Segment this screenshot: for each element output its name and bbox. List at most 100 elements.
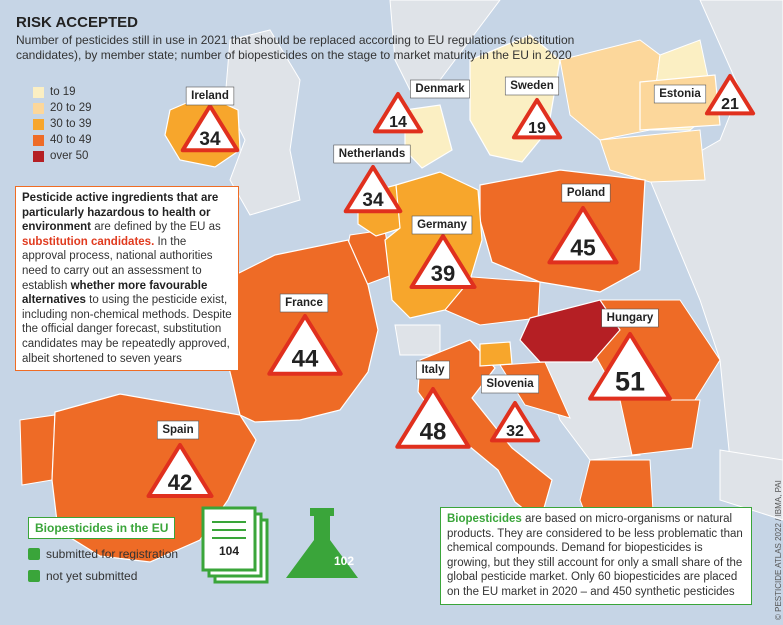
marker-triangle: [395, 387, 471, 449]
bio-label: submitted for registration: [46, 547, 179, 561]
legend: to 19 20 to 29 30 to 39 40 to 49 over 50: [33, 84, 92, 164]
markers: 34 Ireland 14 Denmark 19 Sweden 21 Estonia 34 Net…: [146, 74, 756, 498]
marker-triangle: [146, 443, 214, 498]
country-marker: 45 Poland: [547, 183, 619, 265]
biopesticide-legend: Biopesticides in the EU submitted for re…: [28, 517, 178, 583]
country-label: Hungary: [607, 312, 654, 324]
marker-triangle: [267, 314, 343, 376]
legend-item: 30 to 39: [33, 116, 92, 132]
marker-value: 44: [292, 346, 319, 373]
title: RISK ACCEPTED: [16, 14, 138, 31]
country-marker: 32 Slovenia: [481, 374, 541, 443]
country-marker: 19 Sweden: [504, 76, 563, 140]
country-label: Netherlands: [339, 148, 405, 160]
label-box: [561, 183, 611, 203]
country-marker: 34 Ireland: [180, 86, 240, 153]
subtitle: Number of pesticides still in use in 202…: [16, 33, 575, 62]
country-label: Poland: [567, 187, 605, 199]
label-box: [653, 84, 707, 104]
country-marker: 21 Estonia: [653, 74, 756, 116]
bio-item: submitted for registration: [28, 547, 178, 561]
country-marker: 42 Spain: [146, 420, 214, 498]
label-box: [185, 86, 235, 106]
marker-value: 45: [570, 235, 596, 261]
legend-swatch: [33, 150, 44, 162]
marker-value: 34: [199, 129, 221, 150]
marker-triangle: [409, 234, 477, 289]
text-segment: are based on micro-organisms or natural …: [447, 513, 743, 598]
marker-value: 39: [431, 261, 455, 286]
label-box: [411, 215, 473, 235]
country-label: France: [285, 297, 323, 309]
country-label: Sweden: [510, 80, 553, 92]
legend-item: to 19: [33, 84, 92, 100]
legend-item: over 50: [33, 148, 92, 164]
label-box: [481, 374, 539, 394]
country-shape: [479, 341, 513, 367]
text-segment: substitution candidates.: [22, 235, 155, 248]
marker-value: 14: [389, 114, 407, 131]
non-eu-land: [224, 0, 783, 521]
country-marker: 39 Germany: [409, 215, 477, 289]
country-marker: 44 France: [267, 293, 343, 376]
legend-label: 20 to 29: [50, 102, 92, 114]
country-marker: 51 Hungary: [588, 308, 672, 401]
country-marker: 48 Italy: [395, 360, 471, 449]
legend-label: to 19: [50, 86, 76, 98]
marker-value: 42: [168, 470, 192, 495]
legend-label: over 50: [50, 150, 89, 162]
marker-triangle: [372, 92, 424, 134]
legend-label: 30 to 39: [50, 118, 92, 130]
country-label: Ireland: [191, 90, 229, 102]
text-segment: Biopesticides: [447, 513, 522, 525]
text-segment: whether more favourable alternatives: [22, 279, 208, 307]
credit: © PESTICIDE ATLAS 2022 / IBMA, PAI: [774, 480, 783, 620]
country-label: Denmark: [415, 83, 465, 95]
country-label: Germany: [417, 219, 467, 231]
legend-item: 40 to 49: [33, 132, 92, 148]
marker-value: 34: [362, 190, 384, 211]
country-label: Italy: [421, 364, 445, 376]
legend-label: 40 to 49: [50, 134, 92, 146]
marker-value: 21: [721, 96, 739, 113]
label-box: [333, 144, 411, 164]
country-marker: 34 Netherlands: [333, 144, 411, 214]
bio-value: 104: [219, 544, 239, 558]
text-segment: Pesticide active ingredients that are pa…: [22, 192, 219, 234]
label-box: [416, 360, 450, 380]
biopesticide-icons: 104 102: [201, 506, 358, 584]
marker-triangle: [704, 74, 756, 116]
marker-value: 32: [506, 423, 524, 440]
country-label: Estonia: [659, 88, 701, 100]
marker-value: 19: [528, 120, 546, 137]
legend-swatch: [33, 86, 44, 98]
label-box: [601, 308, 659, 328]
text-segment: to using the pesticide exist, including …: [22, 294, 232, 365]
marker-triangle: [511, 98, 563, 140]
bio-title: Biopesticides in the EU: [28, 517, 176, 539]
label-box: [504, 76, 560, 96]
marker-value: 48: [420, 419, 447, 446]
bio-value: 102: [334, 554, 354, 568]
legend-swatch: [33, 118, 44, 130]
bio-label: not yet submitted: [46, 569, 138, 583]
marker-triangle: [588, 332, 672, 401]
label-box: [157, 420, 199, 440]
text-segment: are defined by the EU as: [91, 221, 221, 234]
marker-triangle: [547, 206, 619, 265]
marker-triangle: [343, 165, 403, 214]
legend-swatch: [33, 102, 44, 114]
country-label: Spain: [162, 424, 193, 436]
marker-triangle: [489, 401, 541, 443]
legend-item: 20 to 29: [33, 100, 92, 116]
label-box: [410, 79, 470, 99]
marker-value: 51: [615, 367, 645, 397]
info-box: Pesticide active ingredients that are pa…: [15, 186, 239, 372]
legend-swatch: [33, 134, 44, 146]
note-box: Biopesticides are based on micro-organis…: [440, 507, 752, 605]
label-box: [279, 293, 329, 313]
bio-item: not yet submitted: [28, 569, 178, 583]
country-shape: [519, 299, 621, 363]
country-marker: 14 Denmark: [372, 79, 470, 134]
